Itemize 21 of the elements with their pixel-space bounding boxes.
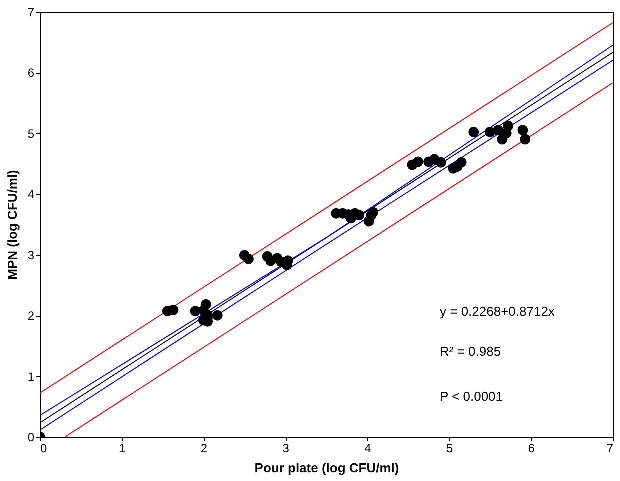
annotation: P < 0.0001 (440, 389, 504, 404)
x-tick-label: 7 (606, 442, 614, 456)
y-tick-label: 2 (28, 309, 35, 324)
y-tick-label: 7 (28, 6, 35, 20)
annotation: y = 0.2268+0.8712x (440, 304, 556, 319)
x-tick-label: 5 (446, 442, 454, 456)
x-tick-label: 0 (40, 442, 48, 456)
y-tick-label: 3 (28, 248, 35, 262)
y-tick-label: 6 (28, 66, 35, 80)
x-tick-label: 1 (119, 442, 126, 456)
y-tick-label: 5 (28, 126, 35, 141)
x-tick-label: 3 (282, 442, 290, 456)
y-tick-label: 1 (28, 370, 35, 384)
annotation: R² = 0.985 (440, 344, 502, 359)
x-axis-title: Pour plate (log CFU/ml) (254, 460, 400, 476)
x-tick-label: 6 (528, 442, 536, 456)
y-axis-title: MPN (log CFU/ml) (4, 170, 20, 280)
x-tick-label: 2 (200, 442, 208, 456)
x-tick-label: 4 (364, 442, 372, 456)
y-tick-label: 0 (28, 430, 35, 444)
y-tick-label: 4 (28, 188, 35, 202)
